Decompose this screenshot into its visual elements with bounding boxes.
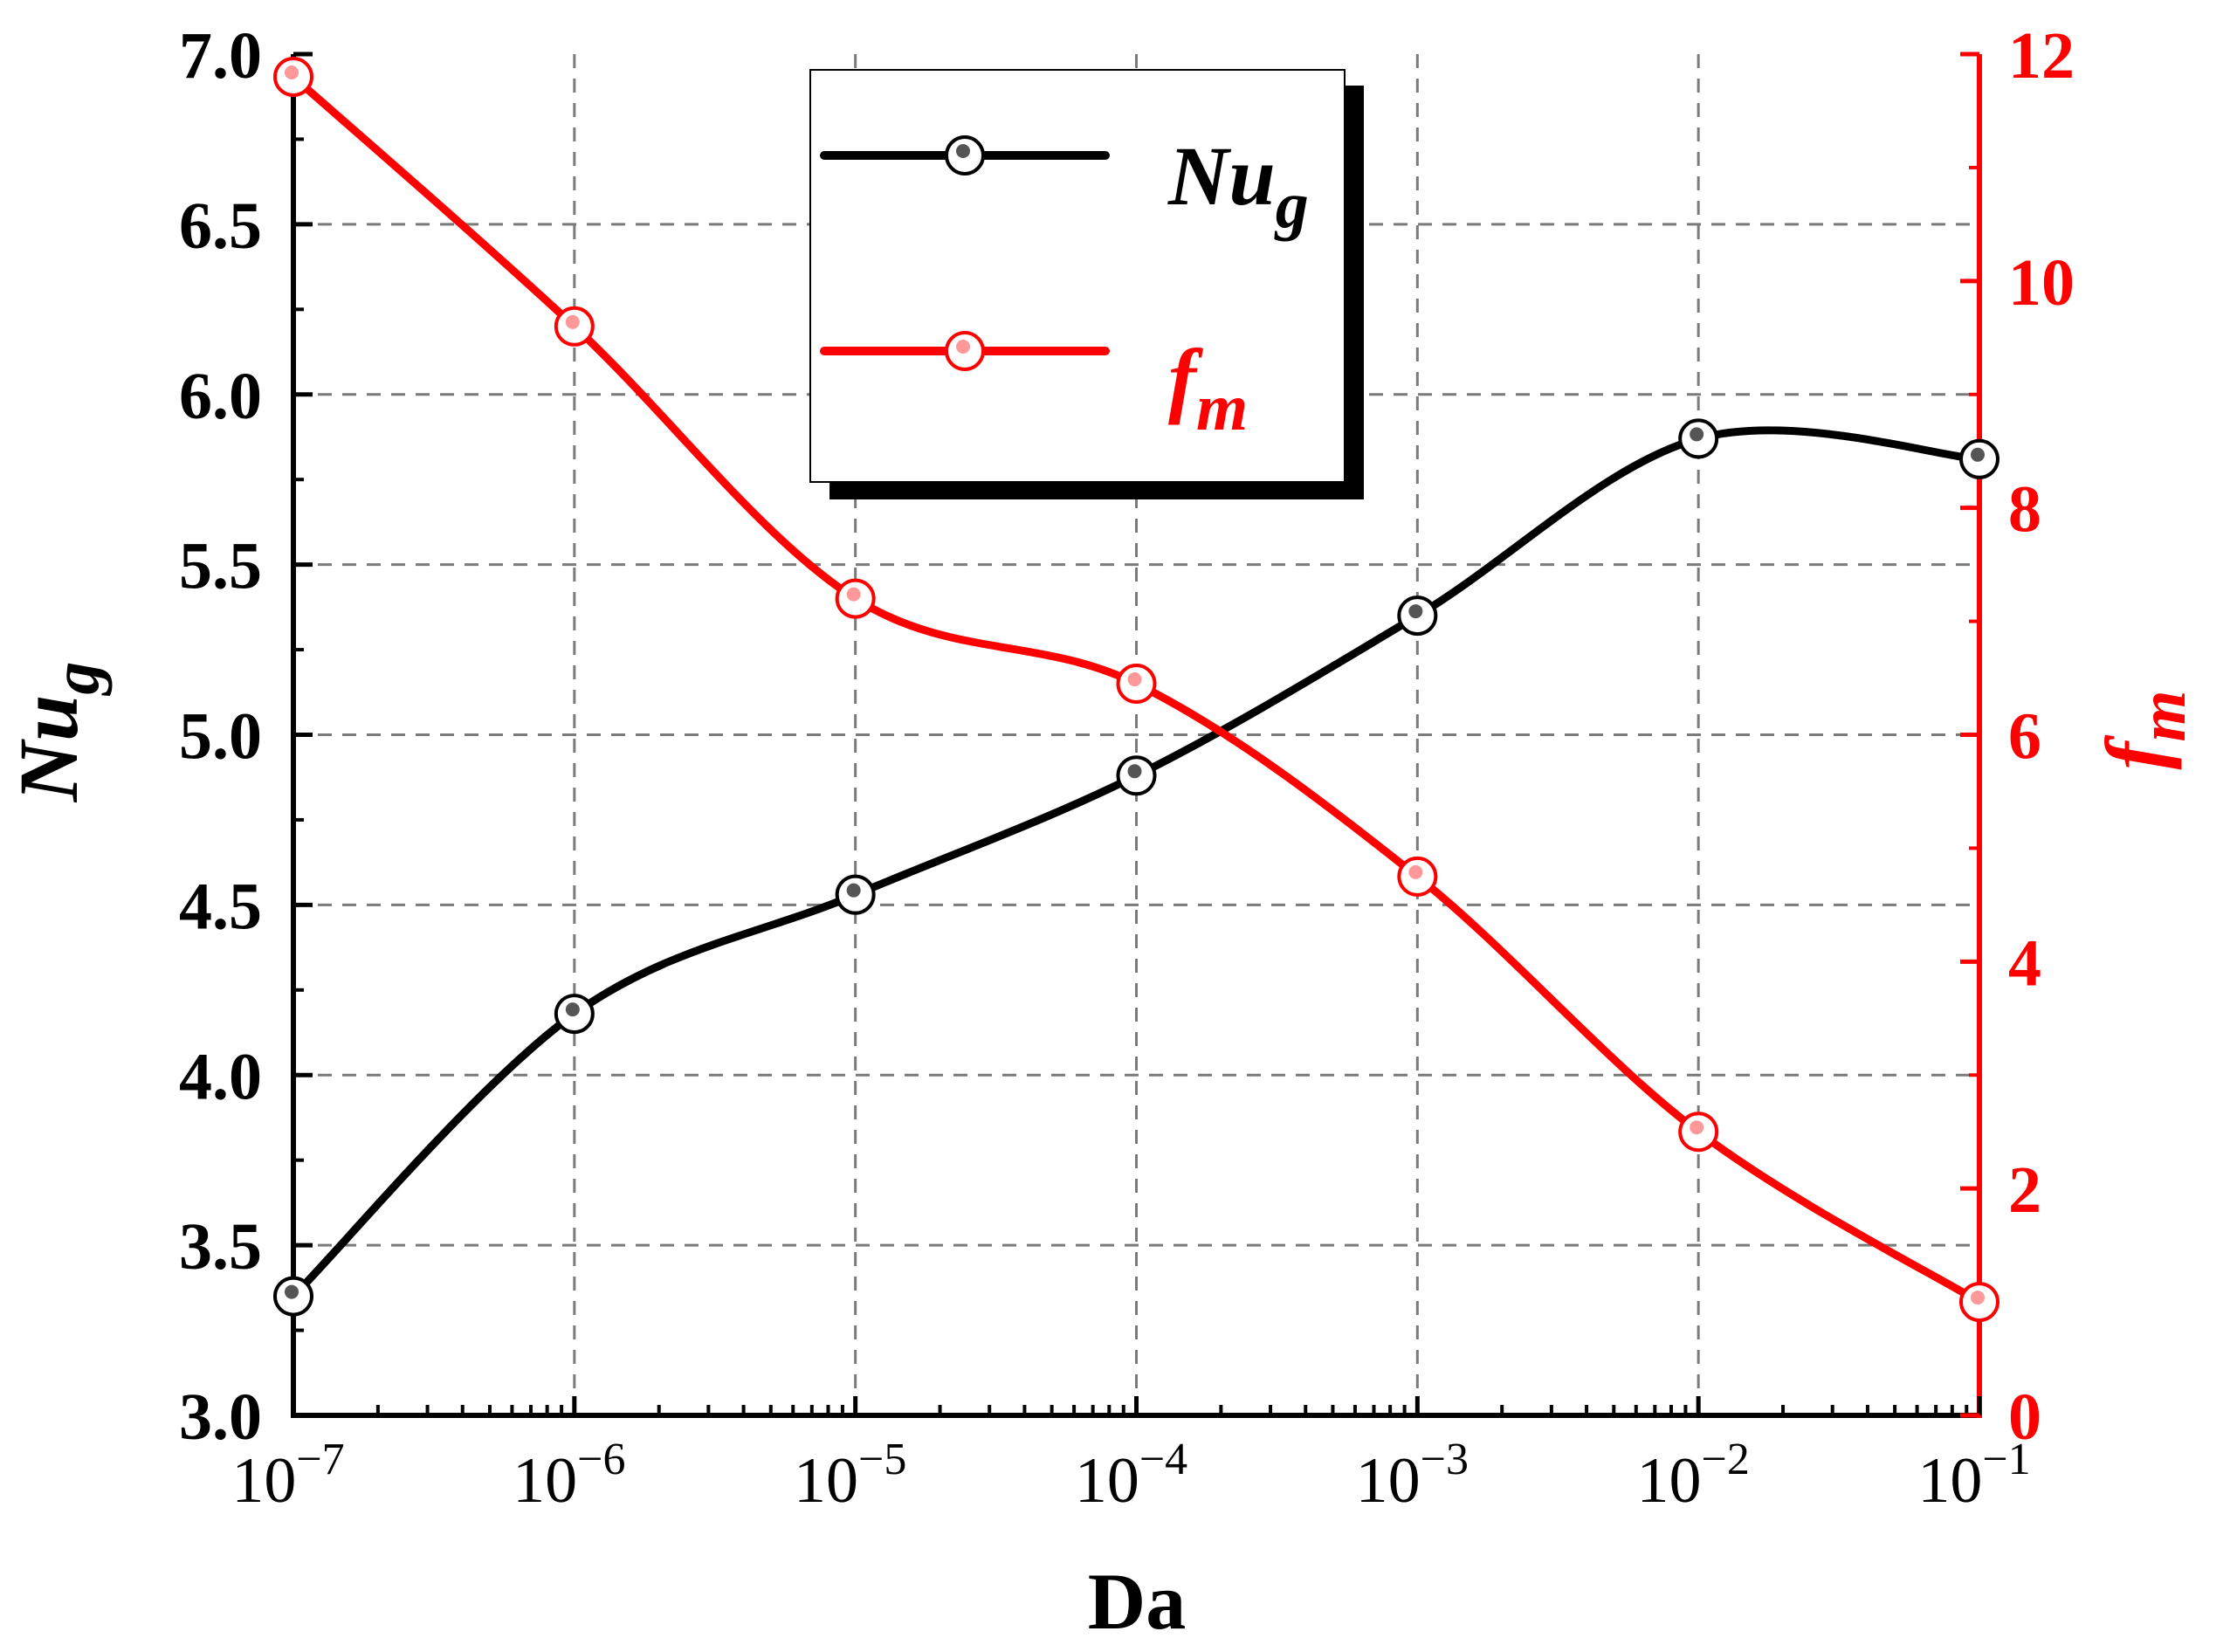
- right-tick-label: 8: [2008, 473, 2041, 547]
- x-tick-label-base: 10: [231, 1445, 296, 1517]
- left-y-axis-label-sub: g: [39, 662, 113, 697]
- x-tick-label: 10−3: [1356, 1435, 1469, 1517]
- x-tick-label-exp: −5: [858, 1435, 906, 1484]
- data-point-highlight: [285, 1284, 299, 1299]
- right-y-axis-label: fm: [2089, 690, 2199, 769]
- x-tick-label: 10−4: [1075, 1435, 1187, 1517]
- left-tick-label: 6.0: [179, 360, 262, 433]
- left-tick-label: 4.0: [179, 1040, 262, 1113]
- legend-label-fm-sub: m: [1196, 371, 1248, 444]
- right-tick-label: 12: [2008, 19, 2075, 93]
- data-point-highlight: [1408, 864, 1423, 879]
- x-axis-label: Da: [1088, 1557, 1186, 1646]
- left-tick-label: 3.5: [179, 1210, 262, 1284]
- right-tick-label: 0: [2008, 1380, 2041, 1454]
- left-tick-label: 6.5: [179, 189, 262, 263]
- x-tick-label-base: 10: [794, 1445, 858, 1517]
- legend-label-nu-sub: g: [1274, 169, 1309, 242]
- series-layer: [273, 56, 1999, 1323]
- left-y-axis-label-main: Nu: [2, 695, 95, 803]
- legend-label-fm: fm: [1168, 332, 1248, 444]
- x-tick-label-exp: −7: [296, 1435, 344, 1484]
- x-tick-label-exp: −4: [1139, 1435, 1187, 1484]
- x-tick-label-exp: −1: [1982, 1435, 2030, 1484]
- data-point-highlight: [565, 314, 580, 329]
- left-tick-label: 4.5: [179, 870, 262, 943]
- series-0: [273, 418, 1999, 1317]
- x-tick-label: 10−2: [1637, 1435, 1750, 1517]
- x-tick-label-exp: −6: [577, 1435, 625, 1484]
- x-tick-label: 10−7: [231, 1435, 344, 1517]
- right-tick-label: 4: [2008, 926, 2041, 1000]
- data-point-highlight: [285, 65, 299, 79]
- major-ticks: [291, 52, 1982, 1418]
- x-tick-label-exp: −3: [1421, 1435, 1469, 1484]
- left-tick-label: 5.5: [179, 530, 262, 603]
- data-point-highlight: [1408, 604, 1423, 619]
- data-point-highlight: [1127, 764, 1142, 779]
- data-point-highlight: [846, 587, 861, 602]
- right-y-axis-label-sub: m: [2126, 690, 2199, 741]
- data-point-highlight: [565, 1002, 580, 1017]
- legend-box: [809, 69, 1346, 483]
- data-point-highlight: [1690, 427, 1704, 442]
- data-point-highlight: [1690, 1120, 1704, 1135]
- left-tick-label: 5.0: [179, 700, 262, 774]
- x-tick-label-base: 10: [1637, 1445, 1702, 1517]
- x-tick-label: 10−6: [513, 1435, 625, 1517]
- data-point-highlight: [1127, 672, 1142, 687]
- x-tick-label-base: 10: [1075, 1445, 1139, 1517]
- right-tick-label: 2: [2008, 1153, 2041, 1227]
- series-1: [273, 56, 1999, 1323]
- legend: Nug fm: [809, 69, 1364, 499]
- data-point-highlight: [1971, 1291, 1985, 1305]
- x-tick-label-exp: −2: [1702, 1435, 1750, 1484]
- left-tick-label: 7.0: [179, 19, 262, 93]
- x-tick-label-base: 10: [1356, 1445, 1421, 1517]
- data-point-highlight: [1971, 447, 1985, 462]
- data-point-highlight: [846, 883, 861, 898]
- legend-marker-fm-dot: [956, 340, 970, 354]
- x-tick-label-base: 10: [1917, 1445, 1982, 1517]
- x-tick-label-base: 10: [513, 1445, 577, 1517]
- left-y-axis-label: Nug: [2, 662, 113, 803]
- x-tick-label: 10−1: [1917, 1435, 2030, 1517]
- legend-label-nu-main: Nu: [1167, 129, 1276, 223]
- left-tick-label: 3.0: [179, 1380, 262, 1454]
- legend-marker-nu-dot: [956, 144, 970, 158]
- right-tick-label: 6: [2008, 700, 2041, 774]
- legend-label-nu: Nug: [1167, 129, 1309, 242]
- right-tick-label: 10: [2008, 246, 2075, 320]
- x-tick-label: 10−5: [794, 1435, 906, 1517]
